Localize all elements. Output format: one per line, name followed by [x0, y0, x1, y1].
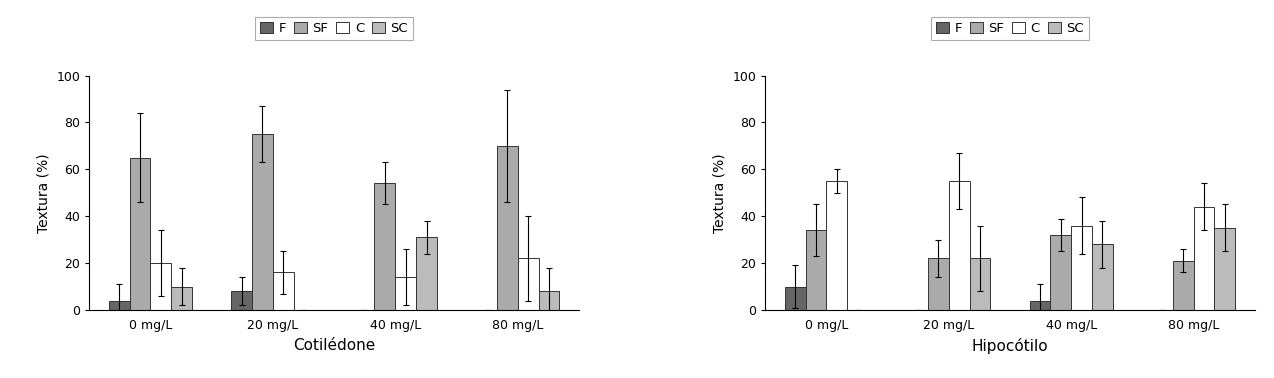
Bar [273, 273, 294, 310]
Bar [1071, 226, 1092, 310]
Bar [517, 259, 539, 310]
X-axis label: Hipocótilo: Hipocótilo [972, 338, 1049, 353]
Bar [395, 277, 417, 310]
Bar [539, 291, 559, 310]
Bar [1050, 235, 1071, 310]
Bar [1214, 228, 1236, 310]
Bar [970, 259, 990, 310]
Bar [171, 287, 192, 310]
Bar [108, 301, 130, 310]
Legend: F, SF, C, SC: F, SF, C, SC [255, 17, 413, 40]
Bar [1173, 261, 1194, 310]
Bar [1194, 207, 1214, 310]
Y-axis label: Textura (%): Textura (%) [712, 153, 726, 232]
Bar [150, 263, 171, 310]
Bar [231, 291, 252, 310]
Bar [949, 181, 970, 310]
Legend: F, SF, C, SC: F, SF, C, SC [931, 17, 1089, 40]
Bar [827, 181, 847, 310]
Bar [252, 134, 273, 310]
Bar [417, 237, 437, 310]
Bar [805, 230, 827, 310]
Bar [927, 259, 949, 310]
Y-axis label: Textura (%): Textura (%) [37, 153, 51, 232]
Bar [785, 287, 805, 310]
Bar [1029, 301, 1050, 310]
Bar [497, 146, 517, 310]
Bar [1092, 244, 1113, 310]
Bar [375, 183, 395, 310]
Bar [130, 158, 150, 310]
X-axis label: Cotilédone: Cotilédone [293, 338, 376, 353]
